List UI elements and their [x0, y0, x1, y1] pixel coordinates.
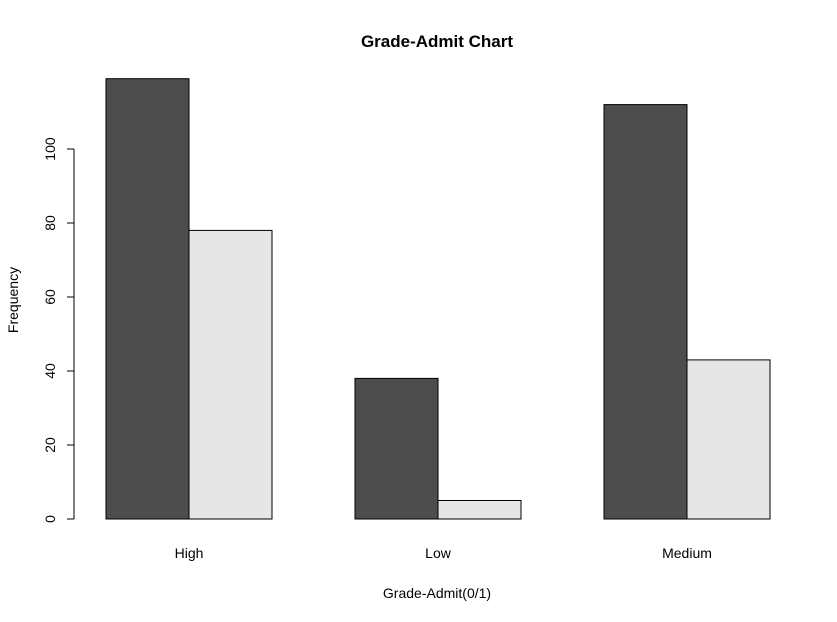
y-tick-label: 100: [42, 137, 58, 161]
y-tick-label: 60: [42, 289, 58, 305]
bar-high-1: [188, 229, 273, 520]
y-axis: 0 20 40 60 80 100: [42, 137, 75, 523]
x-category-label: High: [175, 545, 204, 561]
y-tick-label: 40: [42, 363, 58, 379]
bar-low-0: [354, 377, 439, 520]
chart-title: Grade-Admit Chart: [361, 32, 513, 51]
x-axis-label: Grade-Admit(0/1): [383, 585, 491, 601]
y-tick-label: 0: [42, 515, 58, 523]
x-category-label: Medium: [662, 545, 712, 561]
bars-group: [105, 78, 771, 520]
bar-medium-1: [686, 359, 771, 520]
y-tick-label: 80: [42, 215, 58, 231]
x-category-label: Low: [425, 545, 452, 561]
bar-medium-0: [603, 104, 688, 520]
category-labels: High Low Medium: [175, 545, 712, 561]
bar-high-0: [105, 78, 190, 520]
y-axis-label: Frequency: [5, 267, 21, 333]
bar-low-1: [437, 500, 522, 520]
y-tick-label: 20: [42, 437, 58, 453]
